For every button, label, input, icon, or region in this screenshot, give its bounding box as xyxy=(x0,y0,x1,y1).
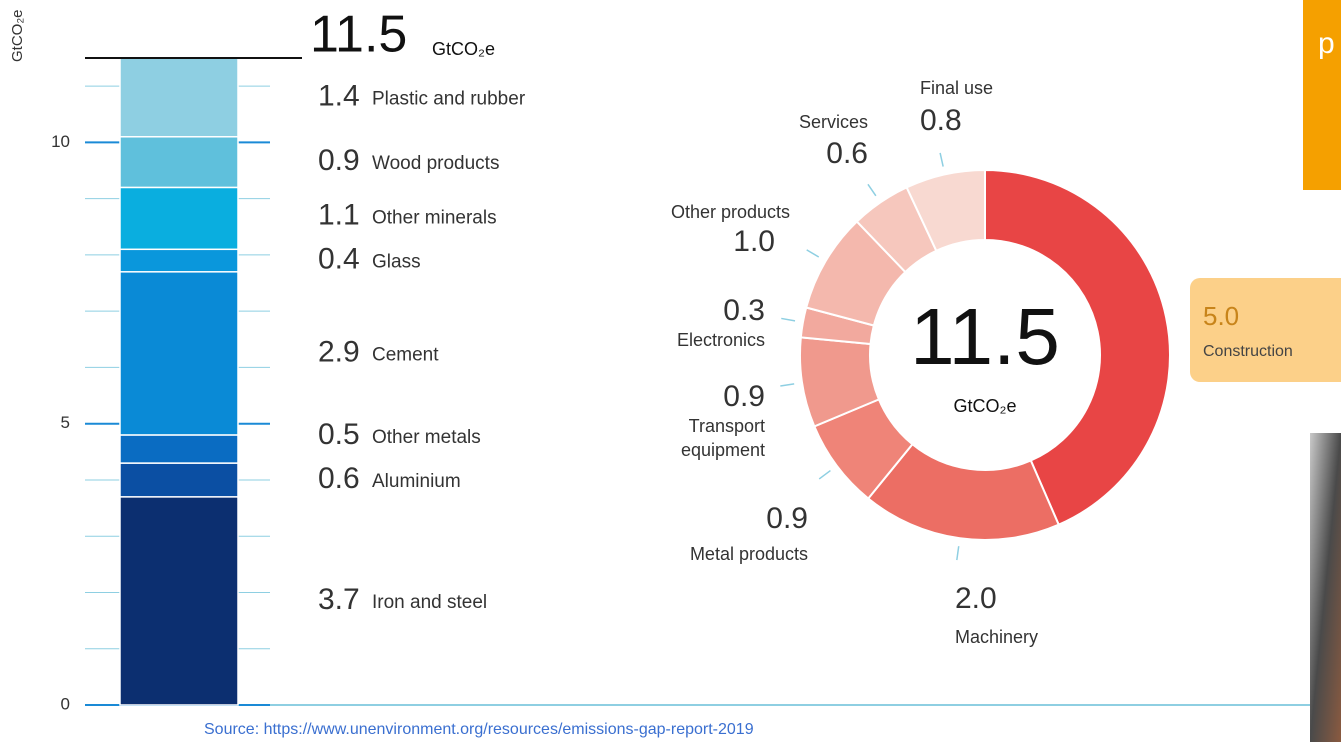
segment-label: Other minerals xyxy=(372,208,497,229)
slice-label: Transport equipment xyxy=(680,416,765,460)
leader xyxy=(781,317,796,322)
leader xyxy=(939,152,944,167)
total-value: 11.5 xyxy=(310,6,407,64)
total-unit: GtCO₂e xyxy=(432,39,495,59)
bar-segment xyxy=(119,57,239,138)
y-axis-title: GtCO₂e xyxy=(9,10,26,63)
segment-value: 0.9 xyxy=(318,144,360,177)
donut-slice xyxy=(905,168,986,253)
segment-value: 0.4 xyxy=(318,242,360,275)
y-tick-label: 0 xyxy=(61,694,70,713)
segment-label: Cement xyxy=(372,344,439,365)
slice-value: 5.0 xyxy=(1203,301,1239,331)
bar-segment xyxy=(119,462,239,498)
bar-segment xyxy=(119,136,239,189)
slice-label: Final use xyxy=(920,78,994,98)
leader xyxy=(806,249,820,258)
slice-value: 0.8 xyxy=(920,104,962,137)
slice-label: Construction xyxy=(1203,343,1293,360)
slice-value: 0.6 xyxy=(826,137,868,170)
leader xyxy=(818,469,831,480)
y-tick-label: 5 xyxy=(61,413,70,432)
slice-value: 1.0 xyxy=(733,225,775,258)
slice-value: 0.9 xyxy=(766,502,808,535)
orange-panel xyxy=(1303,0,1341,190)
leader xyxy=(867,183,877,197)
bar-segment xyxy=(119,434,239,464)
y-tick-label: 10 xyxy=(51,132,70,151)
slice-label: Machinery xyxy=(955,627,1039,647)
slide-fragment: p xyxy=(1318,27,1335,60)
segment-label: Glass xyxy=(372,252,421,273)
slice-value: 0.9 xyxy=(723,380,765,413)
slice-label: Metal products xyxy=(689,544,808,564)
bar-segment xyxy=(119,186,239,251)
segment-value: 3.7 xyxy=(318,583,360,616)
segment-value: 2.9 xyxy=(318,335,360,368)
slice-label: Services xyxy=(798,112,868,132)
segment-label: Aluminium xyxy=(372,471,461,492)
segment-label: Iron and steel xyxy=(372,592,487,613)
segment-value: 0.5 xyxy=(318,418,360,451)
slice-value: 0.3 xyxy=(723,294,765,327)
segment-value: 0.6 xyxy=(318,462,360,495)
donut-slice xyxy=(984,168,1171,527)
source: Source: https://www.unenvironment.org/re… xyxy=(204,721,754,738)
bar-segment xyxy=(119,271,239,436)
segment-value: 1.1 xyxy=(318,198,360,231)
bar-segment xyxy=(119,496,239,706)
photo xyxy=(1310,433,1341,742)
segment-label: Other metals xyxy=(372,427,481,448)
slice-label: Other products xyxy=(670,202,790,222)
center-unit: GtCO₂e xyxy=(954,396,1017,416)
center-value: 11.5 xyxy=(910,292,1060,381)
label-box xyxy=(1190,278,1341,382)
slice-label: Electronics xyxy=(676,330,765,350)
segment-label: Plastic and rubber xyxy=(372,88,526,109)
leader xyxy=(956,546,960,561)
leader xyxy=(780,383,795,387)
segment-label: Wood products xyxy=(372,153,499,174)
bar-segment xyxy=(119,248,239,273)
segment-value: 1.4 xyxy=(318,79,360,112)
slice-value: 2.0 xyxy=(955,582,997,615)
